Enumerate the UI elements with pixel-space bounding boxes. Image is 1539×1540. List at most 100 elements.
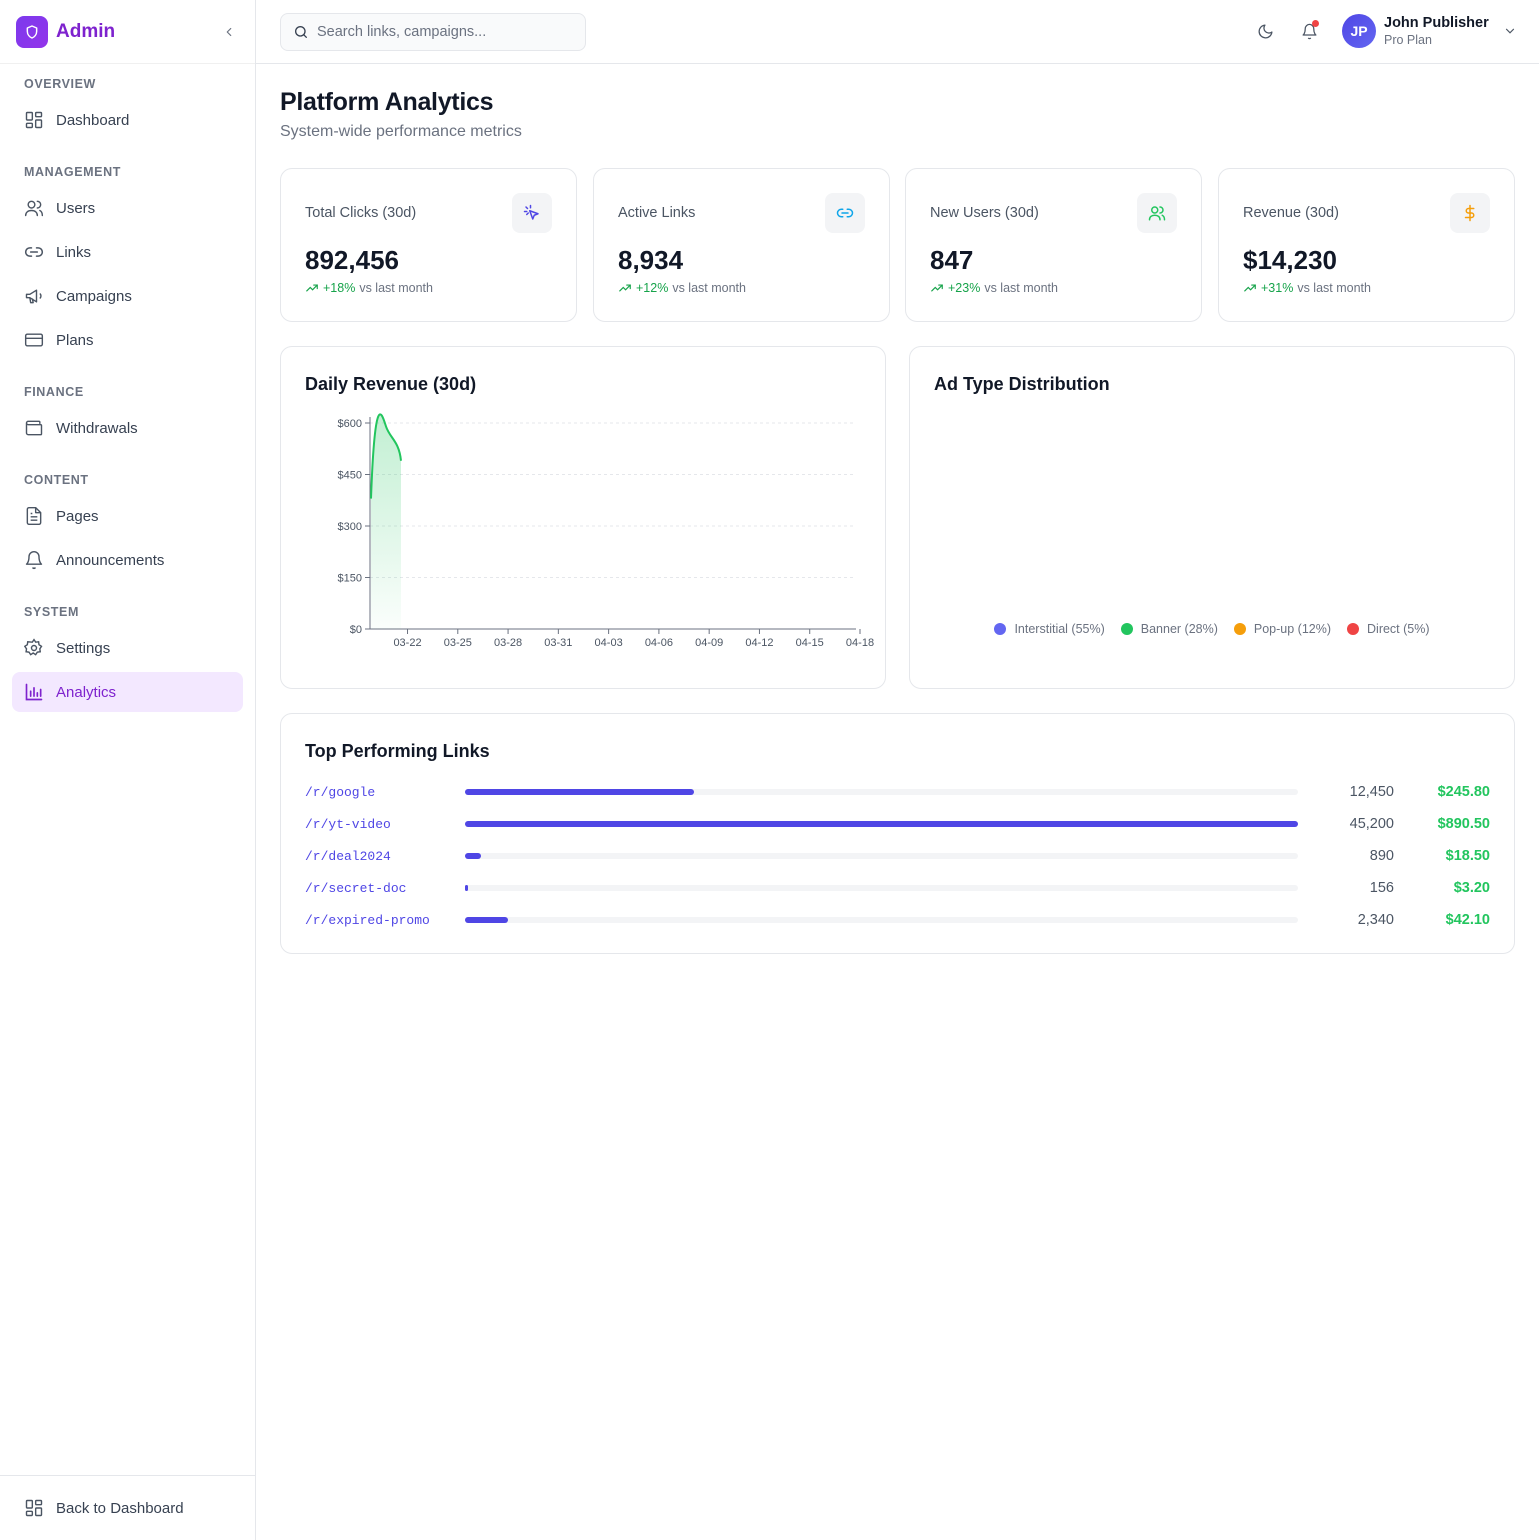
theme-toggle-button[interactable]: [1254, 20, 1276, 42]
table-row: /r/deal2024 890 $18.50: [305, 846, 1490, 866]
link-revenue: $18.50: [1445, 848, 1490, 864]
y-tick-label: $600: [338, 418, 362, 430]
sidebar-item-settings[interactable]: Settings: [12, 628, 243, 668]
x-tick-label: 04-15: [796, 637, 824, 649]
collapse-sidebar-button[interactable]: [219, 22, 239, 42]
x-tick-label: 04-06: [645, 637, 673, 649]
stat-label: Revenue (30d): [1243, 205, 1339, 221]
x-tick-label: 03-31: [544, 637, 572, 649]
sidebar-item-campaigns[interactable]: Campaigns: [12, 276, 243, 316]
link-share-fill: [465, 789, 695, 795]
stat-card-revenue: Revenue (30d) $14,230 +31% vs last month: [1218, 168, 1515, 322]
user-menu[interactable]: JP John Publisher Pro Plan: [1342, 14, 1517, 48]
grid-icon: [24, 1498, 44, 1518]
stat-card-active-links: Active Links 8,934 +12% vs last month: [593, 168, 890, 322]
link-clicks: 45,200: [1349, 816, 1394, 832]
dollar-icon: [1450, 193, 1490, 233]
legend-item-banner: Banner (28%): [1120, 622, 1218, 636]
users-icon: [1137, 193, 1177, 233]
sidebar-footer: Back to Dashboard: [0, 1475, 255, 1540]
y-tick-label: $300: [338, 521, 362, 533]
stat-change: +31% vs last month: [1243, 281, 1371, 295]
stat-change-suffix: vs last month: [359, 281, 433, 295]
link-slug[interactable]: /r/google: [305, 784, 376, 800]
stat-change-suffix: vs last month: [1297, 281, 1371, 295]
link-slug[interactable]: /r/yt-video: [305, 816, 391, 832]
y-tick-label: $0: [350, 624, 362, 636]
stat-change-percent: +12%: [636, 281, 669, 295]
stat-card-total-clicks: Total Clicks (30d) 892,456 +18% vs last …: [280, 168, 577, 322]
stat-value: $14,230: [1243, 245, 1337, 275]
sidebar-item-label: Announcements: [56, 551, 165, 569]
link-slug[interactable]: /r/expired-promo: [305, 912, 430, 928]
link-share-bar: [465, 789, 1298, 795]
stat-change: +18% vs last month: [305, 281, 433, 295]
back-to-dashboard-label: Back to Dashboard: [56, 1499, 184, 1517]
sidebar-item-label: Pages: [56, 507, 99, 525]
bell-icon: [24, 550, 44, 570]
y-tick-label: $150: [338, 573, 362, 585]
search-box: [280, 13, 586, 51]
link-share-bar: [465, 917, 1298, 923]
sidebar-item-dashboard[interactable]: Dashboard: [12, 100, 243, 140]
table-row: /r/yt-video 45,200 $890.50: [305, 814, 1490, 834]
shield-icon: [16, 15, 48, 48]
brand-header: Admin: [0, 0, 255, 64]
revenue-area: [371, 414, 401, 629]
bar-chart-icon: [24, 682, 44, 702]
trending-up-icon: [306, 284, 318, 292]
sidebar-item-announcements[interactable]: Announcements: [12, 540, 243, 580]
notifications-button[interactable]: [1298, 20, 1320, 42]
stat-value: 847: [930, 245, 974, 275]
search-input[interactable]: [317, 24, 567, 40]
back-to-dashboard-link[interactable]: Back to Dashboard: [12, 1488, 243, 1528]
link-slug[interactable]: /r/secret-doc: [305, 880, 407, 896]
stat-label: Active Links: [618, 205, 696, 221]
sidebar-item-pages[interactable]: Pages: [12, 496, 243, 536]
table-row: /r/google 12,450 $245.80: [305, 782, 1490, 802]
stat-label: New Users (30d): [930, 205, 1039, 221]
x-tick-label: 04-18: [846, 637, 874, 649]
moon-icon: [1258, 23, 1273, 38]
stat-change-percent: +18%: [323, 281, 356, 295]
legend-item-direct: Direct (5%): [1347, 622, 1430, 636]
sidebar-item-withdrawals[interactable]: Withdrawals: [12, 408, 243, 448]
legend-item-interstitial: Interstitial (55%): [994, 622, 1105, 636]
stat-card-new-users: New Users (30d) 847 +23% vs last month: [905, 168, 1202, 322]
link-share-fill: [465, 917, 509, 923]
stat-change: +12% vs last month: [618, 281, 746, 295]
stat-change: +23% vs last month: [930, 281, 1058, 295]
link-clicks: 2,340: [1357, 912, 1394, 928]
page-title: Platform Analytics: [280, 88, 494, 116]
wallet-icon: [24, 418, 44, 438]
link-slug[interactable]: /r/deal2024: [305, 848, 391, 864]
sidebar-item-plans[interactable]: Plans: [12, 320, 243, 360]
sidebar-item-links[interactable]: Links: [12, 232, 243, 272]
legend-label: Banner (28%): [1140, 622, 1218, 636]
stat-change-suffix: vs last month: [984, 281, 1058, 295]
bell-icon: [1301, 23, 1317, 39]
grid-icon: [24, 110, 44, 130]
ad-distribution-card: Ad Type Distribution Interstitial (55%) …: [909, 346, 1515, 689]
stat-change-percent: +23%: [948, 281, 981, 295]
sidebar-item-analytics[interactable]: Analytics: [12, 672, 243, 712]
x-tick-label: 03-25: [444, 637, 472, 649]
sidebar-item-users[interactable]: Users: [12, 188, 243, 228]
sidebar-item-label: Links: [56, 243, 92, 261]
cursor-click-icon: [512, 193, 552, 233]
stat-value: 892,456: [305, 245, 399, 275]
user-name: John Publisher: [1384, 15, 1489, 31]
revenue-line: [370, 413, 402, 499]
x-tick-label: 04-03: [595, 637, 623, 649]
chevron-down-icon: [1505, 28, 1514, 34]
link-clicks: 12,450: [1349, 784, 1394, 800]
legend-label: Interstitial (55%): [1014, 622, 1105, 636]
avatar: JP: [1342, 14, 1376, 48]
chevron-left-icon: [226, 27, 232, 36]
link-revenue: $245.80: [1437, 784, 1490, 800]
legend-swatch: [994, 623, 1007, 635]
daily-revenue-card: Daily Revenue (30d) $0 $150 $300 $450 $600 03…: [280, 346, 886, 689]
section-label-management: MANAGEMENT: [24, 165, 121, 179]
table-row: /r/expired-promo 2,340 $42.10: [305, 910, 1490, 930]
chart-legend: Interstitial (55%) Banner (28%) Pop-up (…: [910, 622, 1514, 636]
